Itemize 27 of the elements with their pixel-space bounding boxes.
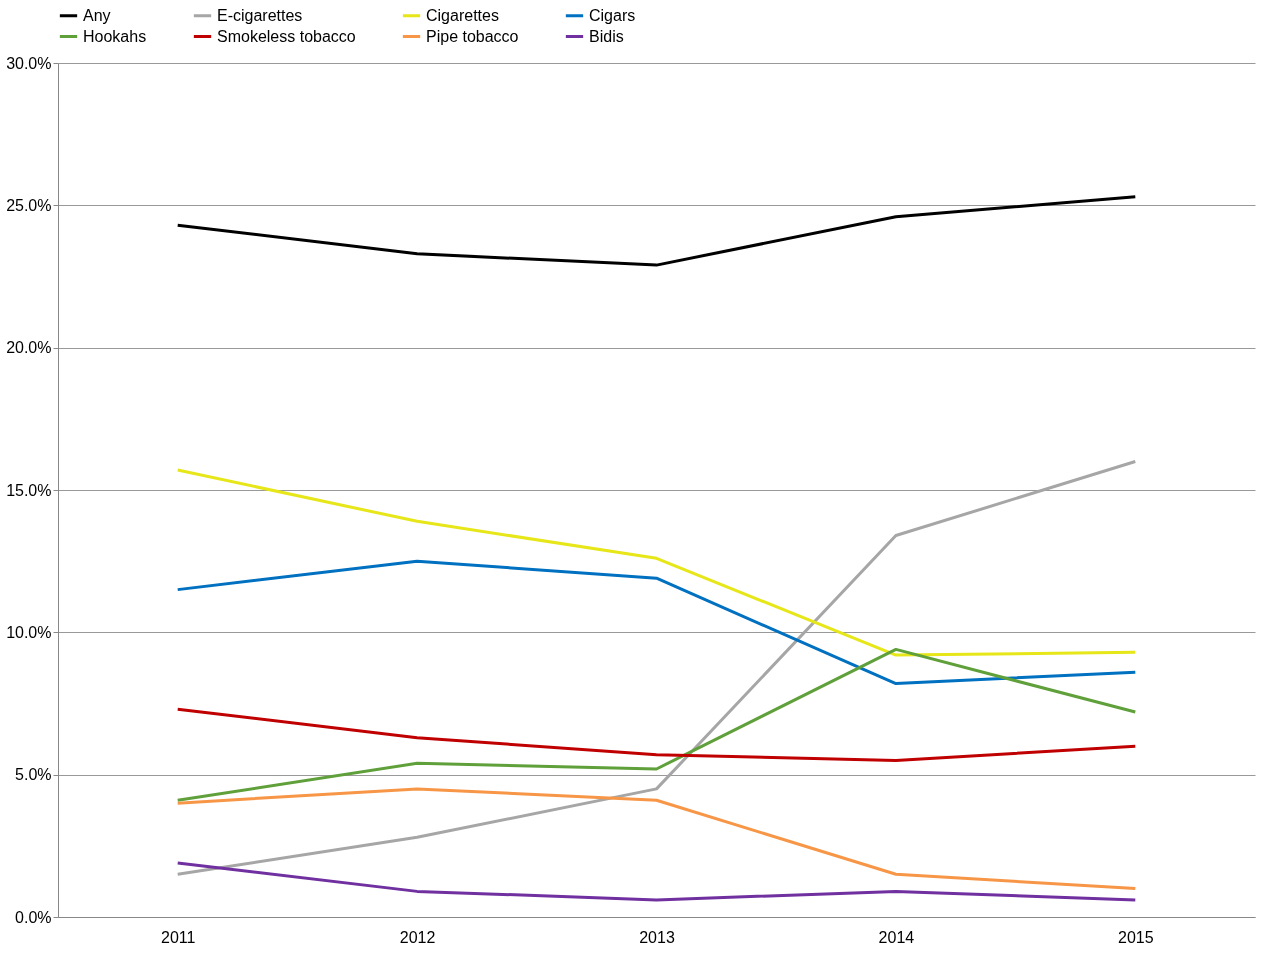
- y-tick-label: 30.0%: [6, 54, 52, 72]
- line-series: [176, 647, 1137, 802]
- legend-label: Smokeless tobacco: [217, 27, 356, 45]
- line-series: [176, 195, 1137, 267]
- x-tick-label: 2012: [399, 928, 436, 946]
- legend-label: Hookahs: [83, 27, 147, 45]
- legend-label: Pipe tobacco: [426, 27, 519, 45]
- x-tick-label: 2011: [161, 928, 196, 946]
- legend-label: E-cigarettes: [217, 6, 303, 24]
- y-tick-label: 15.0%: [6, 481, 52, 499]
- y-tick-label: 20.0%: [6, 339, 52, 357]
- legend-label: Any: [83, 6, 111, 24]
- x-tick-label: 2013: [639, 928, 675, 946]
- y-tick-label: 5.0%: [15, 766, 52, 784]
- y-tick-label: 25.0%: [6, 196, 52, 214]
- legend-label: Bidis: [589, 27, 624, 45]
- y-tick-label: 10.0%: [6, 623, 52, 641]
- line-series: [176, 559, 1137, 686]
- line-series: [176, 787, 1137, 891]
- line-series: [176, 707, 1137, 762]
- x-tick-label: 2015: [1118, 928, 1154, 946]
- x-tick-label: 2014: [878, 928, 915, 946]
- legend-label: Cigarettes: [426, 6, 499, 24]
- line-series: [176, 468, 1137, 657]
- line-series: [176, 460, 1137, 876]
- legend-label: Cigars: [589, 6, 636, 24]
- y-tick-label: 0.0%: [15, 908, 52, 926]
